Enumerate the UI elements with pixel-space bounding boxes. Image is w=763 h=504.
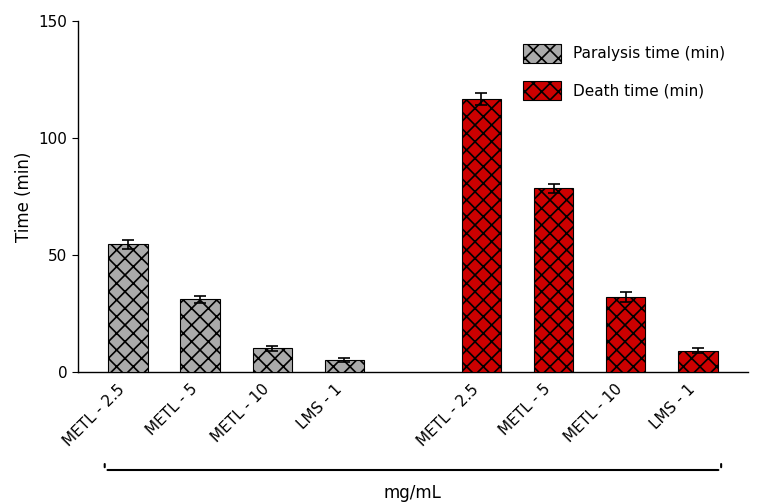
Bar <box>462 99 501 372</box>
Text: mg/mL: mg/mL <box>384 484 442 502</box>
Bar <box>324 360 364 372</box>
Bar <box>606 297 645 372</box>
Bar <box>678 351 717 372</box>
Legend: Paralysis time (min), Death time (min): Paralysis time (min), Death time (min) <box>507 29 740 115</box>
Bar <box>180 299 220 372</box>
Bar <box>533 188 573 372</box>
Bar <box>108 244 148 372</box>
Bar <box>253 348 292 372</box>
Y-axis label: Time (min): Time (min) <box>15 151 33 241</box>
